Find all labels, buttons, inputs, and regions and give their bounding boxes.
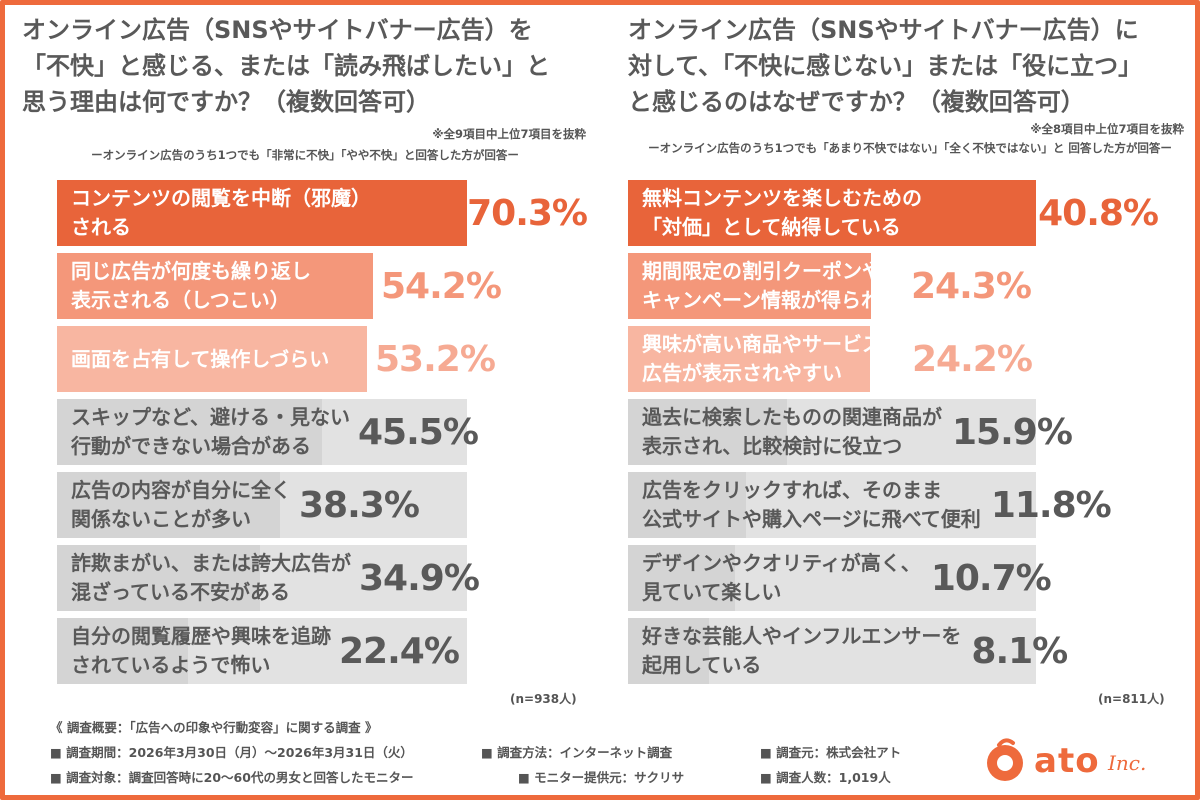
left-bar-label-3: 画面を占有して操作しづらい — [71, 346, 330, 371]
logo-suffix: Inc. — [1108, 751, 1147, 775]
right-bar-row-3: 興味が高い商品やサービスの 広告が表示されやすい 24.2% — [628, 326, 1158, 392]
right-chart-note: ※全8項目中上位7項目を抜粋 — [1030, 122, 1184, 136]
left-bar-value-2: 54.2% — [381, 265, 502, 307]
left-bar-value-3: 53.2% — [375, 338, 496, 380]
right-bar-value-7: 8.1% — [971, 630, 1068, 672]
survey-overview: 《 調査概要：「広告への印象や行動変容」に関する調査 》 — [50, 720, 378, 735]
right-bar-row-4: 過去に検索したものの関連商品が 表示され、比較検討に役立つ 15.9% — [628, 399, 1158, 465]
right-chart-n: (n=811人) — [1098, 692, 1165, 706]
survey-method: ■ 調査方法：インターネット調査 — [481, 745, 673, 760]
right-bar-label-5: 広告をクリックすれば、そのまま 公式サイトや購入ページに飛べて便利 — [642, 478, 981, 531]
right-bar-6 — [628, 545, 735, 611]
right-bar-value-1: 40.8% — [1038, 192, 1159, 234]
left-bar-row-6: 詐欺まがい、または誇大広告が 混ざっている不安がある 34.9% — [57, 545, 587, 611]
left-bar-label-4: スキップなど、避ける・見ない 行動ができない場合がある — [71, 405, 350, 458]
right-bar-row-6: デザインやクオリティが高く、 見ていて楽しい 10.7% — [628, 545, 1158, 611]
left-bar-5 — [57, 472, 280, 538]
company-logo: ato Inc. — [982, 737, 1172, 785]
right-bar-3 — [628, 326, 870, 392]
survey-period: ■ 調査期間：2026年3月30日（月）〜2026年3月31日（火） — [50, 745, 413, 760]
right-bar-value-3: 24.2% — [912, 338, 1033, 380]
left-bar-4 — [57, 399, 322, 465]
right-bar-4 — [628, 399, 787, 465]
right-chart-subtitle: ーオンライン広告のうち1つでも「あまり不快ではない」「全く不快ではない」と 回答… — [648, 141, 1172, 155]
left-bar-3 — [57, 326, 367, 392]
left-bar-value-5: 38.3% — [299, 484, 420, 526]
right-bar-row-1: 無料コンテンツを楽しむための 「対価」として納得している 40.8% — [628, 180, 1159, 246]
right-bar-label-2: 期間限定の割引クーポンや キャンペーン情報が得られる — [642, 259, 901, 312]
survey-count: ■ 調査人数：1,019人 — [760, 770, 891, 785]
left-bar-value-4: 45.5% — [358, 411, 479, 453]
right-panel: オンライン広告（SNSやサイトバナー広告）に 対して、「不快に感じない」または「… — [600, 0, 1200, 710]
logo-text: ato — [1034, 741, 1100, 781]
left-bar-row-1: コンテンツの閲覧を中断（邪魔） される 70.3% — [57, 180, 588, 246]
right-bar-7 — [628, 618, 709, 684]
left-bar-6 — [57, 545, 260, 611]
left-bar-7 — [57, 618, 188, 684]
survey-provider: ■ モニター提供元：サクリサ — [518, 770, 685, 785]
right-bar-value-4: 15.9% — [952, 411, 1073, 453]
ato-logo-icon — [987, 738, 1023, 781]
survey-footer: 《 調査概要：「広告への印象や行動変容」に関する調査 》 ■ 調査期間：2026… — [0, 712, 1200, 800]
survey-target: ■ 調査対象：調査回答時に20〜60代の男女と回答したモニター — [50, 770, 414, 785]
right-bar-label-3: 興味が高い商品やサービスの 広告が表示されやすい — [642, 332, 902, 385]
left-panel: オンライン広告（SNSやサイトバナー広告）を 「不快」と感じる、または「読み飛ば… — [0, 0, 600, 710]
left-bar-label-7: 自分の閲覧履歴や興味を追跡 されているようで怖い — [71, 624, 331, 677]
left-bar-row-2: 同じ広告が何度も繰り返し 表示される（しつこい） 54.2% — [57, 253, 587, 319]
left-bar-label-5: 広告の内容が自分に全く 関係ないことが多い — [71, 478, 291, 531]
left-bar-row-3: 画面を占有して操作しづらい 53.2% — [57, 326, 587, 392]
right-bar-row-2: 期間限定の割引クーポンや キャンペーン情報が得られる 24.3% — [628, 253, 1158, 319]
right-bar-label-6: デザインやクオリティが高く、 見ていて楽しい — [642, 551, 921, 604]
left-chart-subtitle: ーオンライン広告のうち1つでも「非常に不快」「やや不快」と回答した方が回答ー — [91, 148, 519, 162]
right-bar-value-6: 10.7% — [930, 557, 1052, 599]
right-bar-label-1: 無料コンテンツを楽しむための 「対価」として納得している — [642, 186, 922, 239]
left-bar-value-7: 22.4% — [339, 630, 460, 672]
left-bar-row-7: 自分の閲覧履歴や興味を追跡 されているようで怖い 22.4% — [57, 618, 587, 684]
left-chart-n: (n=938人) — [510, 692, 577, 706]
right-bar-row-5: 広告をクリックすれば、そのまま 公式サイトや購入ページに飛べて便利 11.8% — [628, 472, 1158, 538]
right-bar-label-7: 好きな芸能人やインフルエンサーを 起用している — [642, 624, 962, 677]
left-bar-label-1: コンテンツの閲覧を中断（邪魔） される — [71, 186, 371, 239]
left-chart-note: ※全9項目中上位7項目を抜粋 — [432, 127, 586, 141]
right-bar-2 — [628, 253, 871, 319]
right-chart-title: オンライン広告（SNSやサイトバナー広告）に 対して、「不快に感じない」または「… — [628, 16, 1143, 116]
left-bar-1 — [57, 180, 467, 246]
right-bar-value-2: 24.3% — [911, 265, 1032, 307]
left-bar-2 — [57, 253, 373, 319]
right-bar-1 — [628, 180, 1036, 246]
left-bar-value-1: 70.3% — [467, 192, 588, 234]
left-bar-row-4: スキップなど、避ける・見ない 行動ができない場合がある 45.5% — [57, 399, 587, 465]
left-bar-label-6: 詐欺まがい、または誇大広告が 混ざっている不安がある — [71, 551, 351, 604]
right-bar-5 — [628, 472, 746, 538]
left-chart-title: オンライン広告（SNSやサイトバナー広告）を 「不快」と感じる、または「読み飛ば… — [22, 16, 550, 116]
right-bar-row-7: 好きな芸能人やインフルエンサーを 起用している 8.1% — [628, 618, 1158, 684]
right-bar-label-4: 過去に検索したものの関連商品が 表示され、比較検討に役立つ — [642, 405, 942, 458]
left-bar-value-6: 34.9% — [359, 557, 480, 599]
left-bar-label-2: 同じ広告が何度も繰り返し 表示される（しつこい） — [71, 259, 311, 312]
survey-source: ■ 調査元：株式会社アト — [760, 745, 902, 760]
left-bar-row-5: 広告の内容が自分に全く 関係ないことが多い 38.3% — [57, 472, 587, 538]
right-bar-value-5: 11.8% — [990, 484, 1112, 526]
